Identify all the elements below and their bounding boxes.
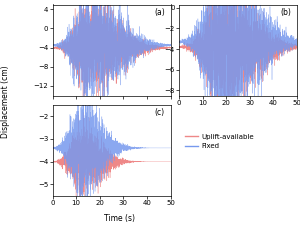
Text: Time (s): Time (s) [104,214,136,223]
Text: Displacement (cm): Displacement (cm) [2,65,10,137]
Legend: Uplift-available, Fixed: Uplift-available, Fixed [182,131,256,152]
Text: (a): (a) [154,8,165,17]
Text: (c): (c) [154,108,165,117]
Text: (b): (b) [280,8,291,17]
